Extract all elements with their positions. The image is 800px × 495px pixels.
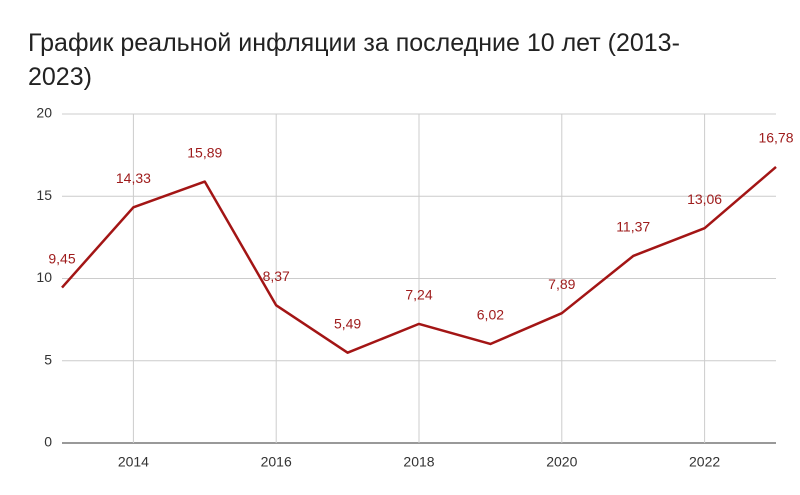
chart-title: График реальной инфляции за последние 10… [28,29,680,91]
x-tick-label: 2020 [546,454,577,470]
y-tick-label: 15 [36,187,52,203]
value-label: 7,89 [548,276,575,292]
value-label: 11,37 [616,219,650,235]
y-tick-label: 0 [44,434,52,450]
value-label: 5,49 [334,315,361,331]
y-tick-label: 20 [36,105,52,121]
y-tick-label: 10 [36,269,52,285]
y-tick-label: 5 [44,351,52,367]
x-tick-label: 2016 [261,454,292,470]
value-label: 7,24 [405,287,432,303]
x-tick-label: 2018 [403,454,434,470]
x-tick-label: 2014 [118,454,149,470]
value-label: 16,78 [758,130,793,146]
line [61,166,777,354]
value-label: 9,45 [48,250,75,266]
value-label: 6,02 [477,307,504,323]
x-tick-label: 2022 [689,454,720,470]
value-label: 15,89 [187,144,222,160]
value-label: 13,06 [687,191,722,207]
value-label: 8,37 [263,268,290,284]
value-label: 14,33 [116,170,151,186]
